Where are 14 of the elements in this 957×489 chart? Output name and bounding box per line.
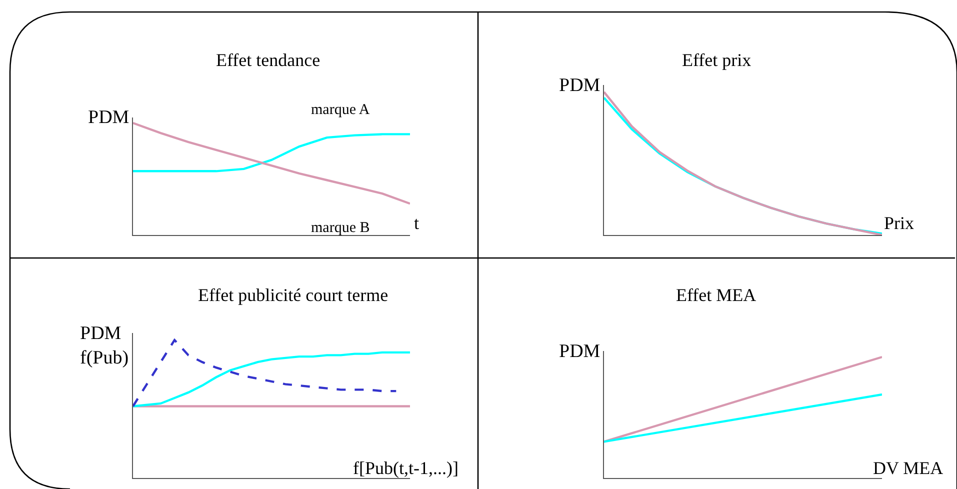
chart-title: Effet publicité court terme — [198, 285, 388, 305]
x-axis-title: t — [414, 213, 420, 233]
x-axis-title: f[Pub(t,t-1,...)] — [353, 458, 458, 478]
chart-title: Effet prix — [682, 50, 752, 70]
x-axis-title: DV MEA — [873, 458, 944, 478]
chart-title: Effet MEA — [676, 285, 756, 305]
series-label: marque A — [311, 102, 370, 118]
y-axis-title: PDM — [88, 107, 130, 128]
series-label: marque B — [311, 220, 370, 236]
x-axis-title: Prix — [884, 213, 914, 233]
chart-title: Effet tendance — [216, 50, 320, 70]
y-axis-title: PDM f(Pub) — [80, 323, 129, 369]
y-axis-title: PDM — [559, 341, 600, 362]
y-axis-title: PDM — [559, 75, 600, 96]
